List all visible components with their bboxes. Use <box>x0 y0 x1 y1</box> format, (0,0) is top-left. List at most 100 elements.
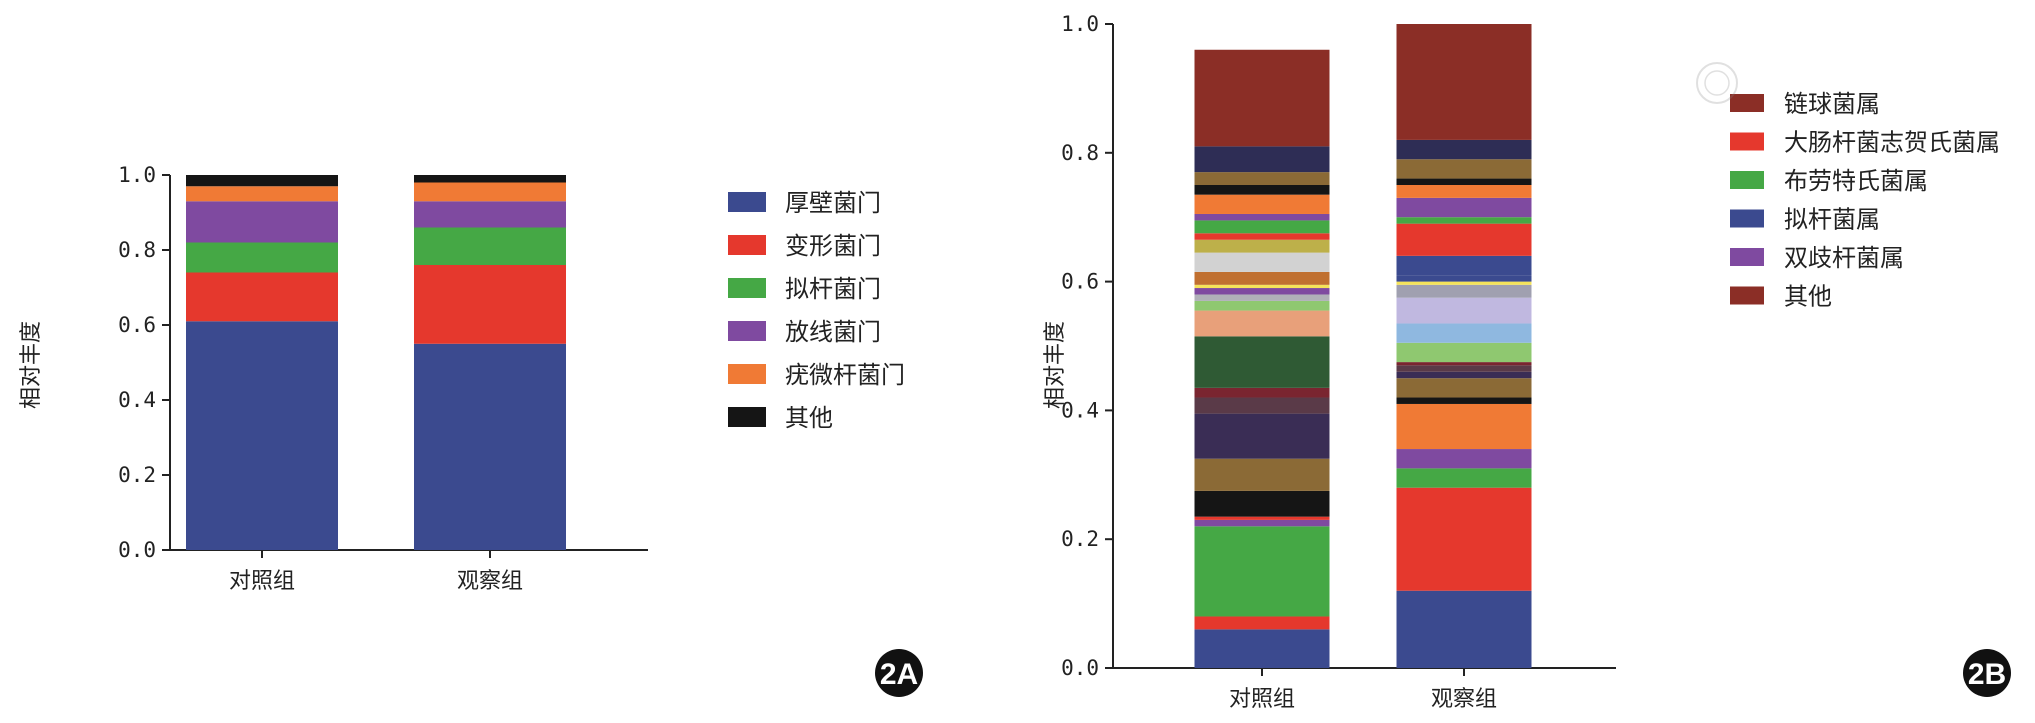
bar-segment <box>1396 139 1532 160</box>
bar-segment <box>1396 197 1532 218</box>
bar-segment <box>1194 526 1330 617</box>
y-tick-label: 0.0 <box>118 538 156 562</box>
y-tick-label: 0.2 <box>118 463 156 487</box>
bar-segment <box>1194 413 1330 459</box>
legend-label: 厚壁菌门 <box>785 189 881 217</box>
bar-segment <box>186 186 338 202</box>
y-tick-label: 0.6 <box>118 313 156 337</box>
bar-segment <box>1396 397 1532 404</box>
legend-label: 其他 <box>785 404 833 432</box>
bar-segment <box>1194 294 1330 301</box>
bar-segment <box>1194 172 1330 185</box>
legend-label: 拟杆菌属 <box>1784 206 1880 234</box>
bar-segment <box>1396 297 1532 324</box>
y-tick-label: 1.0 <box>118 163 156 187</box>
legend-label: 其他 <box>1784 283 1832 311</box>
bar-segment <box>1194 252 1330 272</box>
bar-segment <box>1396 362 1532 366</box>
panel-badge-2a: 2A <box>875 649 923 697</box>
legend-swatch <box>1730 132 1764 151</box>
y-tick-label: 0.8 <box>1061 141 1099 165</box>
bar-segment <box>1396 323 1532 343</box>
panel-badge-label: 2A <box>880 658 918 691</box>
bar-segment <box>186 175 338 187</box>
legend-label: 双歧杆菌属 <box>1784 244 1904 272</box>
bar-segment <box>1194 490 1330 517</box>
y-tick-label: 1.0 <box>1061 12 1099 36</box>
bar-segment <box>1396 275 1532 282</box>
bar-segment <box>1396 449 1532 469</box>
bar-segment <box>1194 387 1330 398</box>
bar-segment <box>414 227 566 265</box>
bar-segment <box>1194 146 1330 173</box>
panel-badge-2b: 2B <box>1963 649 2011 697</box>
legend-swatch <box>728 192 766 212</box>
bar-segment <box>1396 365 1532 372</box>
axes-2b: 0.0 0.2 0.4 0.6 0.8 1.0 对照组 观察组 <box>1061 12 1616 712</box>
legend-swatch <box>728 235 766 255</box>
bar-segment <box>1194 220 1330 234</box>
bar-segment <box>1194 516 1330 520</box>
bar-segment <box>1194 310 1330 337</box>
legend-label: 疣微杆菌门 <box>785 361 905 389</box>
y-tick-label: 0.2 <box>1061 527 1099 551</box>
bar-segment <box>1194 300 1330 311</box>
bar-segment <box>1396 403 1532 450</box>
bar-segment <box>1194 239 1330 253</box>
legend-swatch <box>1730 248 1764 266</box>
bar-segment <box>1194 288 1330 295</box>
bars-2b <box>1194 24 1532 668</box>
bar-segment <box>414 175 566 183</box>
y-tick-label: 0.4 <box>118 388 156 412</box>
bar-segment <box>1396 223 1532 256</box>
bar-segment <box>1396 24 1532 140</box>
bar-segment <box>1396 342 1532 363</box>
x-tick-label: 对照组 <box>1229 687 1295 712</box>
bar-segment <box>186 201 338 243</box>
bar-segment <box>1194 271 1330 285</box>
bar-segment <box>1396 590 1532 668</box>
bars-2a <box>186 175 566 550</box>
y-tick-label: 0.0 <box>1061 656 1099 680</box>
legend-label: 拟杆菌门 <box>785 275 881 303</box>
bar-segment <box>414 343 566 550</box>
bar-segment <box>1396 281 1532 285</box>
legend-swatch <box>728 278 766 298</box>
bar-segment <box>1194 284 1330 289</box>
bar-segment <box>1396 217 1532 224</box>
bar-segment <box>186 272 338 322</box>
bar-segment <box>1194 519 1330 527</box>
bar-segment <box>1194 397 1330 414</box>
bar-segment <box>414 182 566 202</box>
bar-segment <box>1396 371 1532 379</box>
bar-segment <box>1396 284 1532 298</box>
x-tick-label: 观察组 <box>457 569 523 594</box>
bar-segment <box>1396 468 1532 488</box>
panel-badge-label: 2B <box>1968 658 2006 691</box>
bar-segment <box>1194 185 1330 195</box>
legend-label: 大肠杆菌志贺氏菌属 <box>1784 129 2000 157</box>
bar-segment <box>1396 159 1532 179</box>
bar-segment <box>1194 49 1330 147</box>
legend-swatch <box>1730 171 1764 189</box>
bar-segment <box>186 242 338 273</box>
bar-segment <box>414 201 566 228</box>
bar-segment <box>1396 378 1532 398</box>
y-axis-label-2a: 相对丰度 <box>19 321 44 409</box>
bar-segment <box>1396 487 1532 591</box>
legend-swatch <box>1730 209 1764 228</box>
bar-segment <box>1396 255 1532 276</box>
bar-segment <box>1194 458 1330 491</box>
bar-segment <box>186 321 338 550</box>
bar-segment <box>1194 629 1330 668</box>
bar-segment <box>1396 185 1532 198</box>
legend-swatch <box>728 407 766 427</box>
x-tick-label: 观察组 <box>1431 687 1497 712</box>
panel-2b: 相对丰度 0.0 0.2 0.4 0.6 0.8 1.0 对照组 观察组 链球菌属大肠杆菌志贺… <box>1043 12 2011 712</box>
y-tick-label: 0.6 <box>1061 270 1099 294</box>
bar-segment <box>1194 213 1330 221</box>
bar-segment <box>414 265 566 344</box>
bar-segment <box>1194 616 1330 630</box>
axes-2a: 0.0 0.2 0.4 0.6 0.8 1.0 对照组 观察组 <box>118 163 648 594</box>
